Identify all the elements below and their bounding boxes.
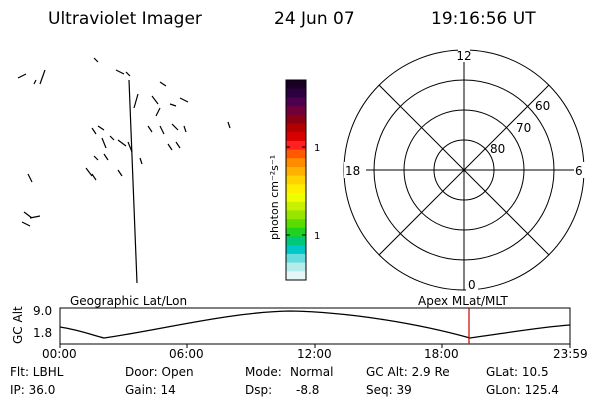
tick-alt-low: 1.8 [33, 326, 53, 340]
geographic-title: Geographic Lat/Lon [70, 294, 188, 308]
colorbar-cell [286, 158, 306, 168]
altitude-timeline: GC Alt [11, 306, 571, 348]
colorbar-cell [286, 201, 306, 211]
mlt-label-6: 6 [575, 164, 583, 178]
colorbar-cell [286, 184, 306, 194]
x-tick-4: 23:59 [553, 347, 588, 361]
colorbar-cell [286, 210, 306, 220]
colorbar-tick-100: 100 [314, 143, 320, 154]
colorbar-cell [286, 140, 306, 151]
meridian-diag-2 [378, 84, 550, 256]
colorbar-cell [286, 123, 306, 133]
colorbar-cell [286, 227, 306, 238]
instrument-title: Ultraviolet Imager [48, 9, 202, 29]
colorbar-cell [286, 219, 306, 229]
gain-value: Gain: 14 [125, 383, 176, 397]
colorbar-cell [286, 271, 306, 281]
door-value: Door: Open [125, 365, 194, 379]
colorbar-cell [286, 149, 306, 159]
dsp-label: Dsp: [245, 383, 273, 397]
altitude-curve [59, 310, 571, 339]
colorbar-cell [286, 97, 306, 107]
glon-value: GLon: 125.4 [486, 383, 559, 397]
colorbar-cell [286, 132, 306, 142]
lat-label-80: 80 [490, 142, 505, 156]
dsp-value: -8.8 [296, 383, 320, 397]
colorbar-cell [286, 236, 306, 246]
colorbar-cell [286, 253, 306, 264]
geographic-image-panel [17, 57, 231, 284]
colorbar-unit-label: photon cm⁻²s⁻¹ [268, 155, 281, 240]
uv-image-strokes [17, 57, 231, 284]
timeline-frame [59, 307, 571, 345]
colorbar-cell [286, 193, 306, 203]
colorbar-tick-10: 10 [314, 231, 320, 242]
intensity-colorbar: 100 10 photon cm⁻²s⁻¹ [268, 79, 320, 281]
mlt-label-12: 12 [456, 49, 471, 63]
colorbar-scale [286, 80, 306, 281]
mode-value: Normal [290, 365, 334, 379]
observation-date: 24 Jun 07 [274, 9, 355, 29]
polar-mlt-plot: 12 18 6 0 60 70 80 [343, 48, 588, 292]
apex-title: Apex MLat/MLT [418, 294, 508, 308]
observation-time: 19:16:56 UT [431, 9, 536, 29]
colorbar-cell [286, 245, 306, 255]
colorbar-cell [286, 106, 306, 116]
x-tick-3: 18:00 [424, 347, 459, 361]
x-tick-0: 00:00 [42, 347, 77, 361]
glat-value: GLat: 10.5 [486, 365, 549, 379]
colorbar-cell [286, 175, 306, 185]
x-tick-1: 06:00 [169, 347, 204, 361]
lat-label-70: 70 [516, 121, 531, 135]
colorbar-cell [286, 88, 306, 98]
ip-value: IP: 36.0 [10, 383, 56, 397]
gc-alt-value: GC Alt: 2.9 Re [366, 365, 450, 379]
colorbar-cell [286, 80, 306, 90]
colorbar-frame [285, 79, 307, 281]
tick-alt-high: 9.0 [33, 304, 53, 318]
filter-value: Flt: LBHL [10, 365, 64, 379]
y-axis-label: GC Alt [11, 306, 25, 344]
colorbar-cell [286, 114, 306, 124]
lat-label-60: 60 [535, 99, 550, 113]
colorbar-cell [286, 166, 306, 177]
mode-label: Mode: [245, 365, 282, 379]
mlt-label-18: 18 [345, 164, 360, 178]
seq-value: Seq: 39 [366, 383, 412, 397]
mlt-label-0: 0 [468, 278, 476, 292]
x-tick-2: 12:00 [297, 347, 332, 361]
colorbar-cell [286, 262, 306, 272]
